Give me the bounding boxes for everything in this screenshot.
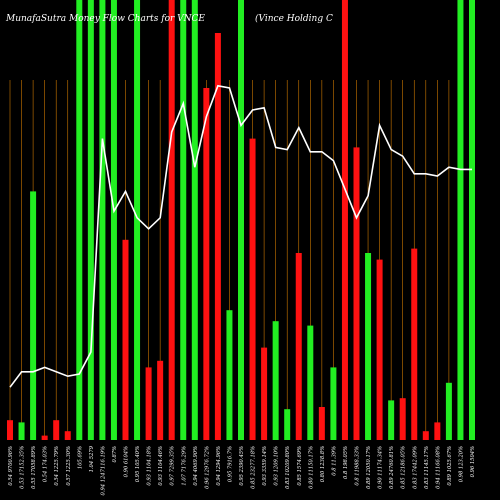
volume-bar — [249, 138, 256, 440]
volume-bar — [18, 422, 25, 440]
volume-bar — [318, 407, 325, 440]
volume-bar — [87, 0, 94, 440]
volume-bar — [157, 360, 164, 440]
x-tick-label: 0.94 1294.96% — [216, 446, 222, 486]
volume-bar — [168, 0, 175, 440]
x-tick-labels: 0.54 9700.96% 0.53 17152.35% 0.55 17058.89… — [8, 445, 476, 495]
x-tick-label: 0.94 11166.08% — [435, 446, 441, 489]
volume-bar — [30, 191, 37, 440]
x-tick-label: 0.90 11174.34% — [378, 446, 384, 489]
volume-bar — [261, 347, 268, 440]
x-tick-label: 0.54 9700.96% — [8, 446, 14, 486]
x-tick-label: 0.89 12050.17% — [366, 446, 372, 489]
x-tick-label: 0.54 1225.79% — [54, 446, 60, 486]
x-tick-label: 0.83 10209.80% — [285, 446, 291, 489]
x-tick-label: 0.87% — [112, 446, 118, 463]
x-tick-label: 0.93 1209.10% — [274, 446, 280, 486]
x-tick-label: 0.94 4069.90% — [193, 446, 199, 486]
x-tick-label: 0.85 12186.05% — [401, 446, 407, 489]
volume-bar — [238, 0, 244, 440]
volume-bar — [330, 367, 337, 440]
volume-bar — [134, 0, 141, 440]
volume-bar — [110, 0, 117, 440]
volume-bar — [411, 248, 418, 440]
x-tick-label: 0.93 1104.46% — [158, 446, 164, 486]
x-tick-label: 0.54 174.03% — [43, 446, 49, 482]
volume-bar — [191, 0, 198, 440]
x-tick-label: 0.97 7299.35% — [170, 446, 176, 486]
x-tick-label: 0.95 105.40% — [135, 446, 141, 482]
x-tick-label: 0.57 1225.30% — [66, 446, 72, 486]
volume-bar — [64, 431, 71, 440]
x-tick-label: 0.95 2390.45% — [239, 446, 245, 486]
x-tick-label: 0.55 17058.89% — [31, 446, 37, 489]
chart-subtitle: (Vince Holding C — [255, 13, 333, 24]
volume-bar — [376, 259, 383, 440]
volume-bar — [365, 253, 372, 440]
x-tick-label: 0.8 198.05% — [343, 446, 349, 479]
x-tick-label: 0.85 23277.18% — [251, 446, 257, 489]
x-tick-label: 0.80 11150.17% — [308, 446, 314, 489]
x-tick-label: 0.89 24760.81% — [389, 446, 395, 489]
volume-bar — [295, 253, 302, 440]
x-tick-label: 0.83 11145.17% — [424, 446, 430, 489]
money-flow-line — [9, 84, 472, 388]
volume-bar — [399, 398, 406, 440]
x-tick-label: 105.69% — [77, 446, 83, 469]
volume-bar — [422, 431, 429, 440]
x-tick-label: 0.94 1247116.19% — [100, 446, 106, 496]
x-tick-label: 0.80 1238.8% — [320, 446, 326, 482]
x-tick-label: 0.93 1104.18% — [147, 446, 153, 486]
x-tick-label: 0.96 12976.72% — [204, 446, 210, 489]
volume-bar — [180, 0, 187, 440]
bar-series — [7, 0, 475, 440]
x-tick-label: 0.98 123.20% — [458, 446, 464, 482]
x-tick-label: 1.07 7176.29% — [181, 446, 187, 486]
volume-bar — [341, 0, 348, 440]
volume-bar — [307, 325, 314, 440]
volume-bar — [7, 420, 13, 440]
x-tick-label: 0.8 11988.33% — [355, 446, 361, 486]
volume-bar — [122, 239, 129, 440]
volume-bar — [284, 409, 291, 440]
volume-bar — [145, 367, 152, 440]
volume-bar — [53, 420, 60, 440]
chart-title: MunafaSutra Money Flow Charts for VNCE — [5, 14, 205, 24]
volume-bar — [76, 0, 83, 440]
x-tick-label: 0.89 1025.67% — [447, 446, 453, 486]
x-tick-label: 0.93 3359.14% — [262, 446, 268, 486]
volume-bar — [457, 0, 464, 440]
volume-bar — [469, 0, 475, 440]
volume-bar — [214, 33, 221, 440]
x-tick-label: 0.53 17152.35% — [20, 446, 26, 489]
volume-bar — [272, 321, 279, 440]
volume-bar — [353, 147, 360, 440]
x-tick-label: 0.96 1504% — [470, 446, 476, 477]
x-tick-label: 0.95 7916.7% — [227, 446, 233, 482]
volume-bar — [226, 310, 233, 440]
volume-bar — [41, 435, 48, 440]
x-tick-label: 0.83 17442.09% — [412, 446, 418, 489]
x-tick-label: 0.8 11.39% — [331, 446, 337, 476]
x-tick-label: 1.04 5279 — [89, 445, 95, 472]
volume-bar — [445, 382, 452, 440]
x-tick-label: 0.85 1574.69% — [297, 446, 303, 486]
volume-bar — [99, 0, 106, 440]
volume-bar — [388, 400, 395, 440]
x-tick-label: 0.90 6104% — [124, 446, 130, 477]
volume-bar — [434, 422, 441, 440]
volume-bar — [203, 88, 210, 440]
